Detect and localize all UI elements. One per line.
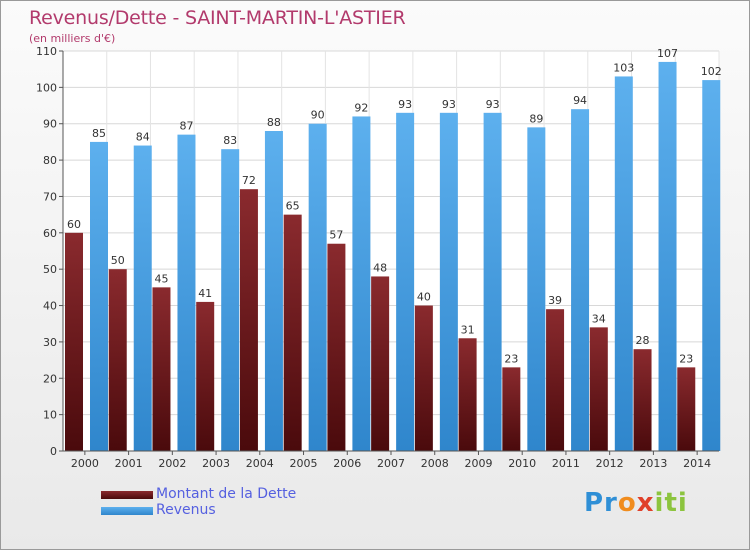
y-tick-label-80: 80 (43, 154, 57, 167)
x-tick-label-2004: 2004 (246, 457, 274, 470)
y-tick-label-10: 10 (43, 409, 57, 422)
bar-dette-2009 (458, 338, 477, 451)
data-label-dette-2005: 65 (286, 200, 300, 213)
y-tick-label-100: 100 (36, 81, 57, 94)
bar-revenus-2001 (133, 145, 152, 451)
bar-dette-2005 (283, 214, 302, 451)
data-label-dette-2013: 28 (636, 334, 650, 347)
data-label-dette-2012: 34 (592, 312, 606, 325)
x-tick-label-2011: 2011 (552, 457, 580, 470)
bar-revenus-2002 (177, 134, 196, 452)
y-tick-label-20: 20 (43, 372, 57, 385)
data-label-dette-2010: 23 (504, 352, 518, 365)
y-tick-label-90: 90 (43, 118, 57, 131)
data-label-revenus-2003: 83 (223, 134, 237, 147)
bar-dette-2011 (546, 309, 565, 451)
data-label-dette-2009: 31 (461, 323, 475, 336)
data-label-revenus-2005: 90 (311, 109, 325, 122)
x-tick-label-2013: 2013 (639, 457, 667, 470)
bar-revenus-2010 (527, 127, 546, 451)
bar-dette-2004 (239, 189, 258, 451)
data-label-dette-2007: 48 (373, 261, 387, 274)
x-tick-label-2003: 2003 (202, 457, 230, 470)
x-tick-label-2010: 2010 (508, 457, 536, 470)
bar-dette-2003 (196, 301, 215, 451)
bar-dette-2013 (633, 349, 652, 451)
bar-dette-2014 (677, 367, 696, 451)
data-label-revenus-2000: 85 (92, 127, 106, 140)
y-tick-label-110: 110 (36, 45, 57, 58)
data-label-revenus-2002: 87 (179, 120, 193, 133)
data-label-revenus-2010: 89 (529, 112, 543, 125)
data-label-revenus-2001: 84 (136, 131, 150, 144)
y-tick-label-60: 60 (43, 227, 57, 240)
chart-subtitle: (en milliers d'€) (29, 32, 116, 45)
legend-label-dette: Montant de la Dette (156, 486, 297, 502)
y-tick-label-70: 70 (43, 190, 57, 203)
data-label-revenus-2006: 92 (354, 101, 368, 114)
x-tick-label-2005: 2005 (290, 457, 318, 470)
bar-revenus-2000 (90, 141, 108, 451)
bar-revenus-2003 (221, 149, 240, 451)
data-label-revenus-2012: 103 (613, 61, 634, 74)
bar-revenus-2013 (658, 61, 677, 452)
y-tick-label-30: 30 (43, 336, 57, 349)
data-label-dette-2006: 57 (329, 229, 343, 242)
bar-dette-2006 (327, 243, 346, 451)
data-label-revenus-2011: 94 (573, 94, 587, 107)
data-label-revenus-2007: 93 (398, 98, 412, 111)
bar-dette-2008 (414, 305, 433, 451)
chart-title: Revenus/Dette - SAINT-MARTIN-L'ASTIER (29, 7, 406, 29)
data-label-revenus-2009: 93 (486, 98, 500, 111)
bar-dette-2007 (371, 276, 390, 451)
plot-area (63, 51, 719, 451)
bar-revenus-2007 (396, 112, 415, 452)
x-tick-label-2008: 2008 (421, 457, 449, 470)
x-tick-label-2009: 2009 (464, 457, 492, 470)
x-tick-label-2012: 2012 (596, 457, 624, 470)
data-label-dette-2002: 45 (154, 272, 168, 285)
bar-revenus-2014 (702, 80, 721, 451)
proxiti-logo: Proxiti (584, 488, 688, 518)
y-tick-label-50: 50 (43, 263, 57, 276)
x-tick-label-2014: 2014 (683, 457, 711, 470)
bar-revenus-2004 (264, 131, 283, 451)
x-tick-label-2002: 2002 (158, 457, 186, 470)
bar-revenus-2012 (614, 76, 633, 452)
x-tick-label-2007: 2007 (377, 457, 405, 470)
bar-dette-2012 (589, 327, 608, 451)
data-label-dette-2003: 41 (198, 287, 212, 300)
data-label-revenus-2008: 93 (442, 98, 456, 111)
data-label-dette-2000: 60 (67, 218, 81, 231)
x-tick-label-2006: 2006 (333, 457, 361, 470)
bar-revenus-2006 (352, 116, 371, 452)
bar-revenus-2011 (571, 109, 590, 451)
y-tick-label-40: 40 (43, 300, 57, 313)
data-label-revenus-2013: 107 (657, 47, 678, 60)
legend-swatch-revenus (101, 507, 153, 515)
legend-swatch-dette (101, 491, 153, 499)
bar-revenus-2008 (439, 112, 458, 452)
data-label-dette-2004: 72 (242, 174, 256, 187)
data-label-dette-2001: 50 (111, 254, 125, 267)
bar-revenus-2005 (308, 123, 327, 452)
data-label-revenus-2014: 102 (701, 65, 722, 78)
bar-dette-2002 (152, 287, 171, 451)
data-label-dette-2011: 39 (548, 294, 562, 307)
x-tick-label-2000: 2000 (71, 457, 99, 470)
bar-dette-2010 (502, 367, 521, 451)
bar-dette-2000 (65, 232, 83, 451)
data-label-revenus-2004: 88 (267, 116, 281, 129)
x-tick-label-2001: 2001 (115, 457, 143, 470)
legend-label-revenus: Revenus (156, 502, 216, 518)
bar-dette-2001 (108, 269, 127, 451)
bar-revenus-2009 (483, 112, 502, 452)
data-label-dette-2008: 40 (417, 291, 431, 304)
y-tick-label-0: 0 (50, 445, 57, 458)
data-label-dette-2014: 23 (679, 352, 693, 365)
